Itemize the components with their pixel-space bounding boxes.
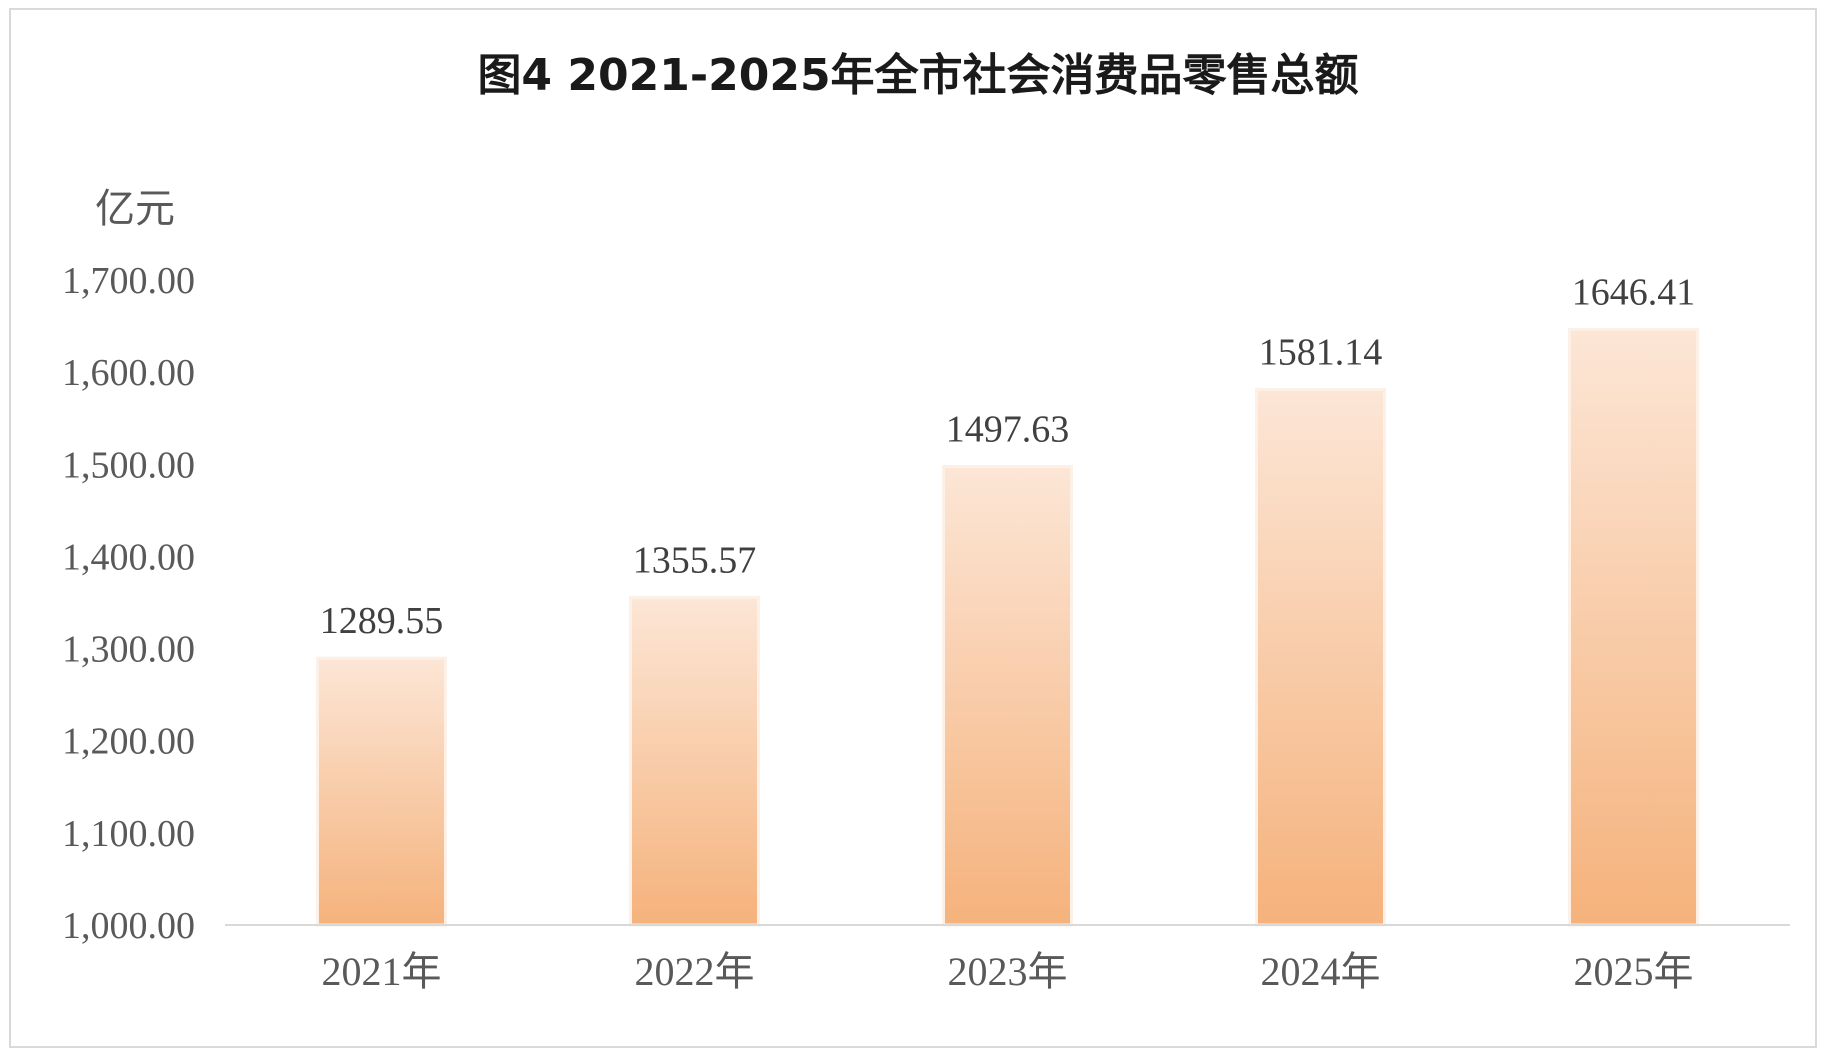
chart-title: 图4 2021-2025年全市社会消费品零售总额 [477, 50, 1358, 101]
bar-2021年 [316, 656, 447, 927]
x-tick-label: 2021年 [322, 949, 442, 994]
y-tick-label: 1,300.00 [62, 629, 195, 671]
bar-2024年 [1255, 388, 1386, 927]
x-axis-ticks: 2021年 2022年 2023年 2024年 2025年 [322, 949, 1694, 994]
x-tick-label: 2025年 [1574, 949, 1694, 994]
bar-2022年 [629, 595, 760, 927]
data-label: 1646.41 [1572, 271, 1696, 313]
data-labels-group: 1289.55 1355.57 1497.63 1581.14 1646.41 [320, 271, 1696, 642]
chart-frame [9, 8, 1817, 1048]
data-label: 1581.14 [1259, 332, 1383, 374]
y-tick-label: 1,400.00 [62, 536, 195, 578]
y-tick-label: 1,000.00 [62, 905, 195, 947]
bar-2023年 [942, 464, 1073, 927]
y-tick-label: 1,100.00 [62, 813, 195, 855]
data-label: 1289.55 [320, 600, 444, 642]
data-label: 1355.57 [633, 539, 757, 581]
y-tick-label: 1,600.00 [62, 352, 195, 394]
data-label: 1497.63 [946, 408, 1070, 450]
bars-group [316, 327, 1699, 927]
y-axis-unit-label: 亿元 [95, 186, 175, 232]
bar-2025年 [1568, 327, 1699, 927]
y-tick-label: 1,500.00 [62, 444, 195, 486]
y-axis-ticks: 1,000.00 1,100.00 1,200.00 1,300.00 1,400.00… [62, 260, 195, 947]
bar-chart: 图4 2021-2025年全市社会消费品零售总额 亿元 1,000.00 1,10… [62, 50, 1790, 994]
y-tick-label: 1,700.00 [62, 260, 195, 302]
x-tick-label: 2022年 [635, 949, 755, 994]
x-tick-label: 2023年 [948, 949, 1068, 994]
y-tick-label: 1,200.00 [62, 721, 195, 763]
x-tick-label: 2024年 [1261, 949, 1381, 994]
